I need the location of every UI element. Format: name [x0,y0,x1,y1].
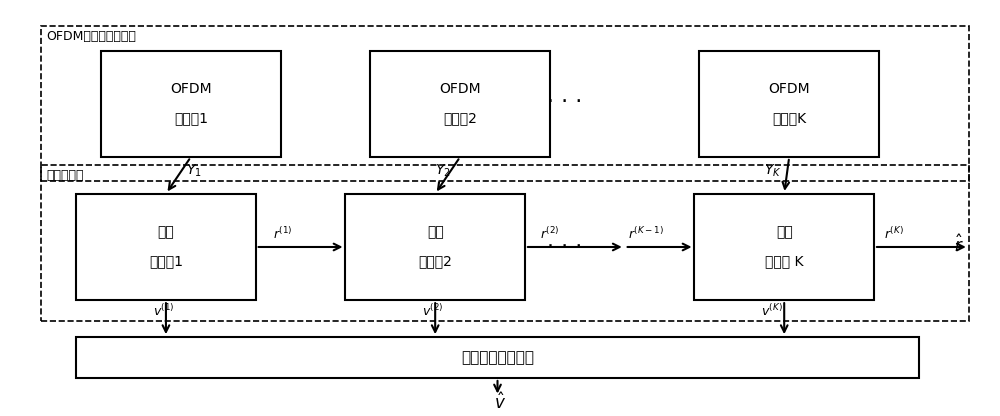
Text: 处理器 K: 处理器 K [765,254,803,268]
FancyBboxPatch shape [345,194,525,300]
Text: · · ·: · · · [547,237,582,257]
Text: $Y_K$: $Y_K$ [764,163,782,179]
Text: $r^{(2)}$: $r^{(2)}$ [540,226,559,242]
FancyBboxPatch shape [699,50,879,157]
Text: OFDM多帧并行解调器: OFDM多帧并行解调器 [46,30,136,43]
Text: $r^{(1)}$: $r^{(1)}$ [273,226,292,242]
Text: $v^{(K)}$: $v^{(K)}$ [761,303,783,319]
Text: $Y_1$: $Y_1$ [186,163,202,179]
Text: $\hat{r}$: $\hat{r}$ [954,234,963,256]
Text: $r^{(K-1)}$: $r^{(K-1)}$ [628,226,664,242]
Text: OFDM: OFDM [170,82,212,97]
FancyBboxPatch shape [694,194,874,300]
Text: $\hat{v}$: $\hat{v}$ [494,392,506,413]
Text: 解调器2: 解调器2 [443,111,477,125]
Text: · · ·: · · · [547,92,582,111]
Text: $Y_2$: $Y_2$ [435,163,451,179]
Text: 处理器2: 处理器2 [418,254,452,268]
Text: 处理器1: 处理器1 [149,254,183,268]
Text: $v^{(1)}$: $v^{(1)}$ [153,303,175,319]
Text: 联合参数估计单元: 联合参数估计单元 [461,350,534,365]
Text: 解调器1: 解调器1 [174,111,208,125]
FancyBboxPatch shape [370,50,550,157]
Text: $v^{(2)}$: $v^{(2)}$ [422,303,444,319]
Text: 解调器K: 解调器K [772,111,806,125]
Text: OFDM: OFDM [439,82,481,97]
FancyBboxPatch shape [76,337,919,378]
Text: 感知: 感知 [776,225,793,240]
FancyBboxPatch shape [76,194,256,300]
Text: 感知: 感知 [158,225,174,240]
Text: 感知: 感知 [427,225,444,240]
Text: $r^{(K)}$: $r^{(K)}$ [884,226,904,242]
Text: OFDM: OFDM [768,82,810,97]
Text: 感知处理器: 感知处理器 [46,169,84,182]
FancyBboxPatch shape [101,50,281,157]
